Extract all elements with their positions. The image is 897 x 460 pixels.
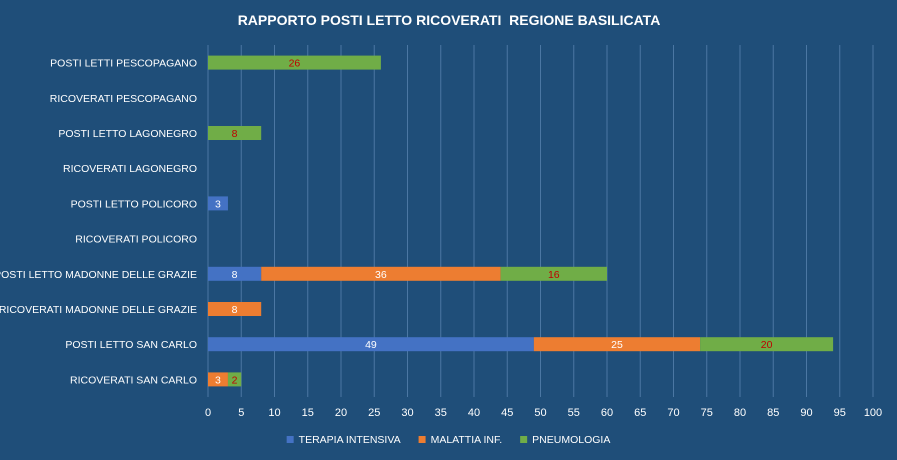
category-label: POSTI LETTO SAN CARLO	[65, 339, 197, 351]
x-tick-label: 90	[800, 407, 812, 419]
category-label: RICOVERATI SAN CARLO	[70, 374, 197, 386]
legend-label: MALATTIA INF.	[431, 434, 503, 446]
x-tick-label: 5	[238, 407, 244, 419]
data-label: 36	[375, 269, 387, 281]
x-tick-label: 65	[634, 407, 646, 419]
x-tick-label: 60	[601, 407, 613, 419]
bar-segment	[208, 126, 262, 140]
x-tick-label: 45	[501, 407, 513, 419]
legend: TERAPIA INTENSIVA MALATTIA INF. PNEUMOLOGI…	[286, 434, 610, 446]
bar-segment	[208, 372, 228, 387]
data-label: 49	[365, 339, 377, 351]
bar-segment	[227, 372, 242, 387]
data-label: 8	[232, 128, 238, 140]
category-label: RICOVERATI PESCOPAGANO	[50, 93, 197, 105]
legend-swatch	[418, 436, 426, 443]
bar-segment	[208, 302, 262, 316]
data-label: 2	[232, 374, 238, 386]
legend-label: TERAPIA INTENSIVA	[299, 434, 401, 446]
data-label: 26	[289, 58, 301, 70]
x-tick-label: 85	[767, 407, 779, 419]
category-label: RICOVERATI MADONNE DELLE GRAZIE	[0, 304, 197, 316]
legend-item: MALATTIA INF.	[418, 434, 503, 446]
legend-label: PNEUMOLOGIA	[532, 434, 610, 446]
x-tick-label: 95	[834, 407, 846, 419]
category-label: POSTI LETTO MADONNE DELLE GRAZIE	[0, 269, 197, 281]
bar-segment	[208, 337, 534, 352]
bar-segment	[261, 266, 501, 281]
x-tick-label: 70	[667, 407, 679, 419]
x-tick-label: 35	[435, 407, 447, 419]
data-label: 8	[232, 269, 238, 281]
legend-swatch	[286, 436, 294, 443]
category-label: POSTI LETTO LAGONEGRO	[58, 128, 197, 140]
chart-title: RAPPORTO POSTI LETTO RICOVERATI REGIONE …	[238, 12, 661, 28]
category-label: POSTI LETTI PESCOPAGANO	[50, 58, 197, 70]
data-label: 3	[215, 198, 221, 210]
x-tick-label: 0	[205, 407, 211, 419]
bar-segment	[700, 337, 834, 352]
legend-item: TERAPIA INTENSIVA	[286, 434, 401, 446]
bar-segment	[500, 266, 607, 281]
bar-segment	[533, 337, 701, 352]
data-label: 16	[548, 269, 560, 281]
x-tick-label: 80	[734, 407, 746, 419]
x-tick-label: 10	[268, 407, 280, 419]
x-tick-label: 40	[468, 407, 480, 419]
x-tick-label: 15	[302, 407, 314, 419]
bars	[208, 55, 834, 387]
x-tick-label: 75	[701, 407, 713, 419]
x-tick-label: 50	[534, 407, 546, 419]
x-tick-label: 20	[335, 407, 347, 419]
category-label: RICOVERATI LAGONEGRO	[63, 163, 197, 175]
legend-item: PNEUMOLOGIA	[520, 434, 610, 446]
x-tick-label: 30	[401, 407, 413, 419]
category-label: RICOVERATI POLICORO	[75, 234, 197, 246]
x-tick-label: 25	[368, 407, 380, 419]
category-label: POSTI LETTO POLICORO	[71, 198, 197, 210]
x-tick-label: 55	[568, 407, 580, 419]
data-label: 8	[232, 304, 238, 316]
bar-segment	[208, 266, 262, 281]
x-tick-label: 100	[864, 407, 882, 419]
data-label: 20	[761, 339, 773, 351]
bar-segment	[208, 196, 228, 211]
legend-swatch	[520, 436, 528, 443]
category-labels: POSTI LETTI PESCOPAGANO RICOVERATI PESCOP…	[0, 58, 197, 387]
data-label: 3	[215, 374, 221, 386]
bar-segment	[208, 55, 381, 70]
data-label: 25	[611, 339, 623, 351]
x-axis-tick-labels: 0 5 10 15 20 25 30 35 40 45 50 55 60 65 70 75 80 85 90 95 10…	[205, 407, 882, 419]
